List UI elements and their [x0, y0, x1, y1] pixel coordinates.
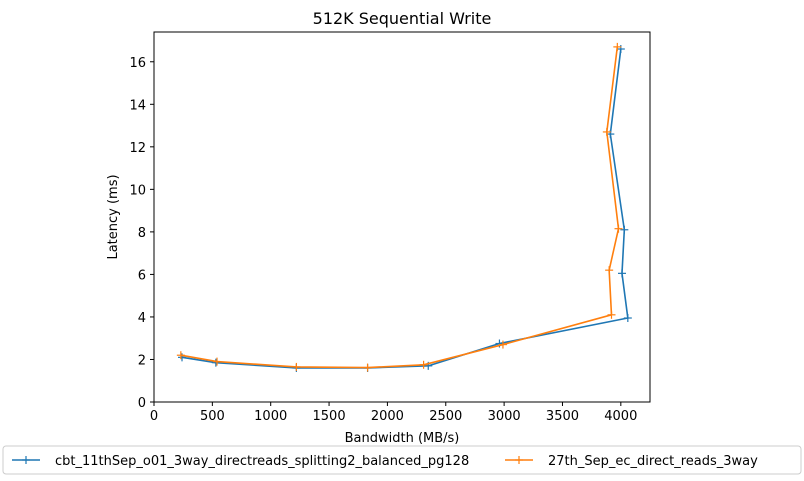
x-tick-label: 2000	[371, 409, 404, 424]
x-tick-label: 1000	[254, 409, 287, 424]
series-1	[178, 45, 632, 372]
x-tick-label: 4000	[604, 409, 637, 424]
legend-item: 27th_Sep_ec_direct_reads_3way	[505, 454, 758, 469]
y-tick-label: 8	[138, 226, 146, 241]
legend-frame	[2, 445, 802, 475]
y-tick-label: 10	[129, 183, 146, 198]
x-tick-label: 3500	[546, 409, 579, 424]
data-point	[213, 357, 222, 366]
y-tick-label: 6	[138, 268, 146, 283]
data-point	[613, 42, 622, 51]
data-point	[176, 351, 185, 360]
data-point	[614, 224, 623, 233]
data-point	[211, 358, 220, 367]
data-point	[616, 45, 625, 54]
x-tick-label: 1500	[313, 409, 346, 424]
y-tick-label: 16	[129, 56, 146, 71]
x-tick-label: 0	[150, 409, 158, 424]
x-axis-label: Bandwidth (MB/s)	[345, 431, 460, 446]
data-point	[620, 225, 629, 234]
data-point	[292, 362, 301, 371]
legend-item: cbt_11thSep_o01_3way_directreads_splitti…	[12, 454, 469, 469]
data-point	[419, 360, 428, 369]
x-axis: 0 500 1000 1500 2000 2500 3000 3500 4000	[150, 402, 637, 424]
x-tick-label: 2500	[429, 409, 462, 424]
x-tick-label: 500	[200, 409, 225, 424]
chart-title: 512K Sequential Write	[313, 9, 492, 28]
plot-area	[153, 31, 651, 403]
data-point	[363, 363, 372, 372]
series-line	[181, 48, 629, 369]
y-axis: 0 2 4 6 8 10 12 14 16	[129, 56, 154, 411]
y-tick-label: 12	[129, 141, 146, 156]
legend-label: 27th_Sep_ec_direct_reads_3way	[548, 454, 758, 469]
data-point	[605, 266, 614, 275]
data-point	[623, 314, 632, 323]
y-tick-label: 14	[129, 98, 146, 113]
y-tick-label: 0	[138, 396, 146, 411]
data-point	[178, 353, 187, 362]
data-point	[617, 269, 626, 278]
series-layer	[176, 42, 632, 372]
legend: cbt_11thSep_o01_3way_directreads_splitti…	[2, 445, 802, 475]
data-point	[498, 340, 507, 349]
y-tick-label: 4	[138, 311, 146, 326]
legend-label: cbt_11thSep_o01_3way_directreads_splitti…	[55, 454, 469, 469]
series-2	[176, 42, 623, 372]
series-line	[180, 46, 620, 369]
x-tick-label: 3000	[488, 409, 521, 424]
data-point	[602, 127, 611, 136]
y-tick-label: 2	[138, 353, 146, 368]
data-point	[607, 310, 616, 319]
y-axis-label: Latency (ms)	[106, 174, 121, 259]
